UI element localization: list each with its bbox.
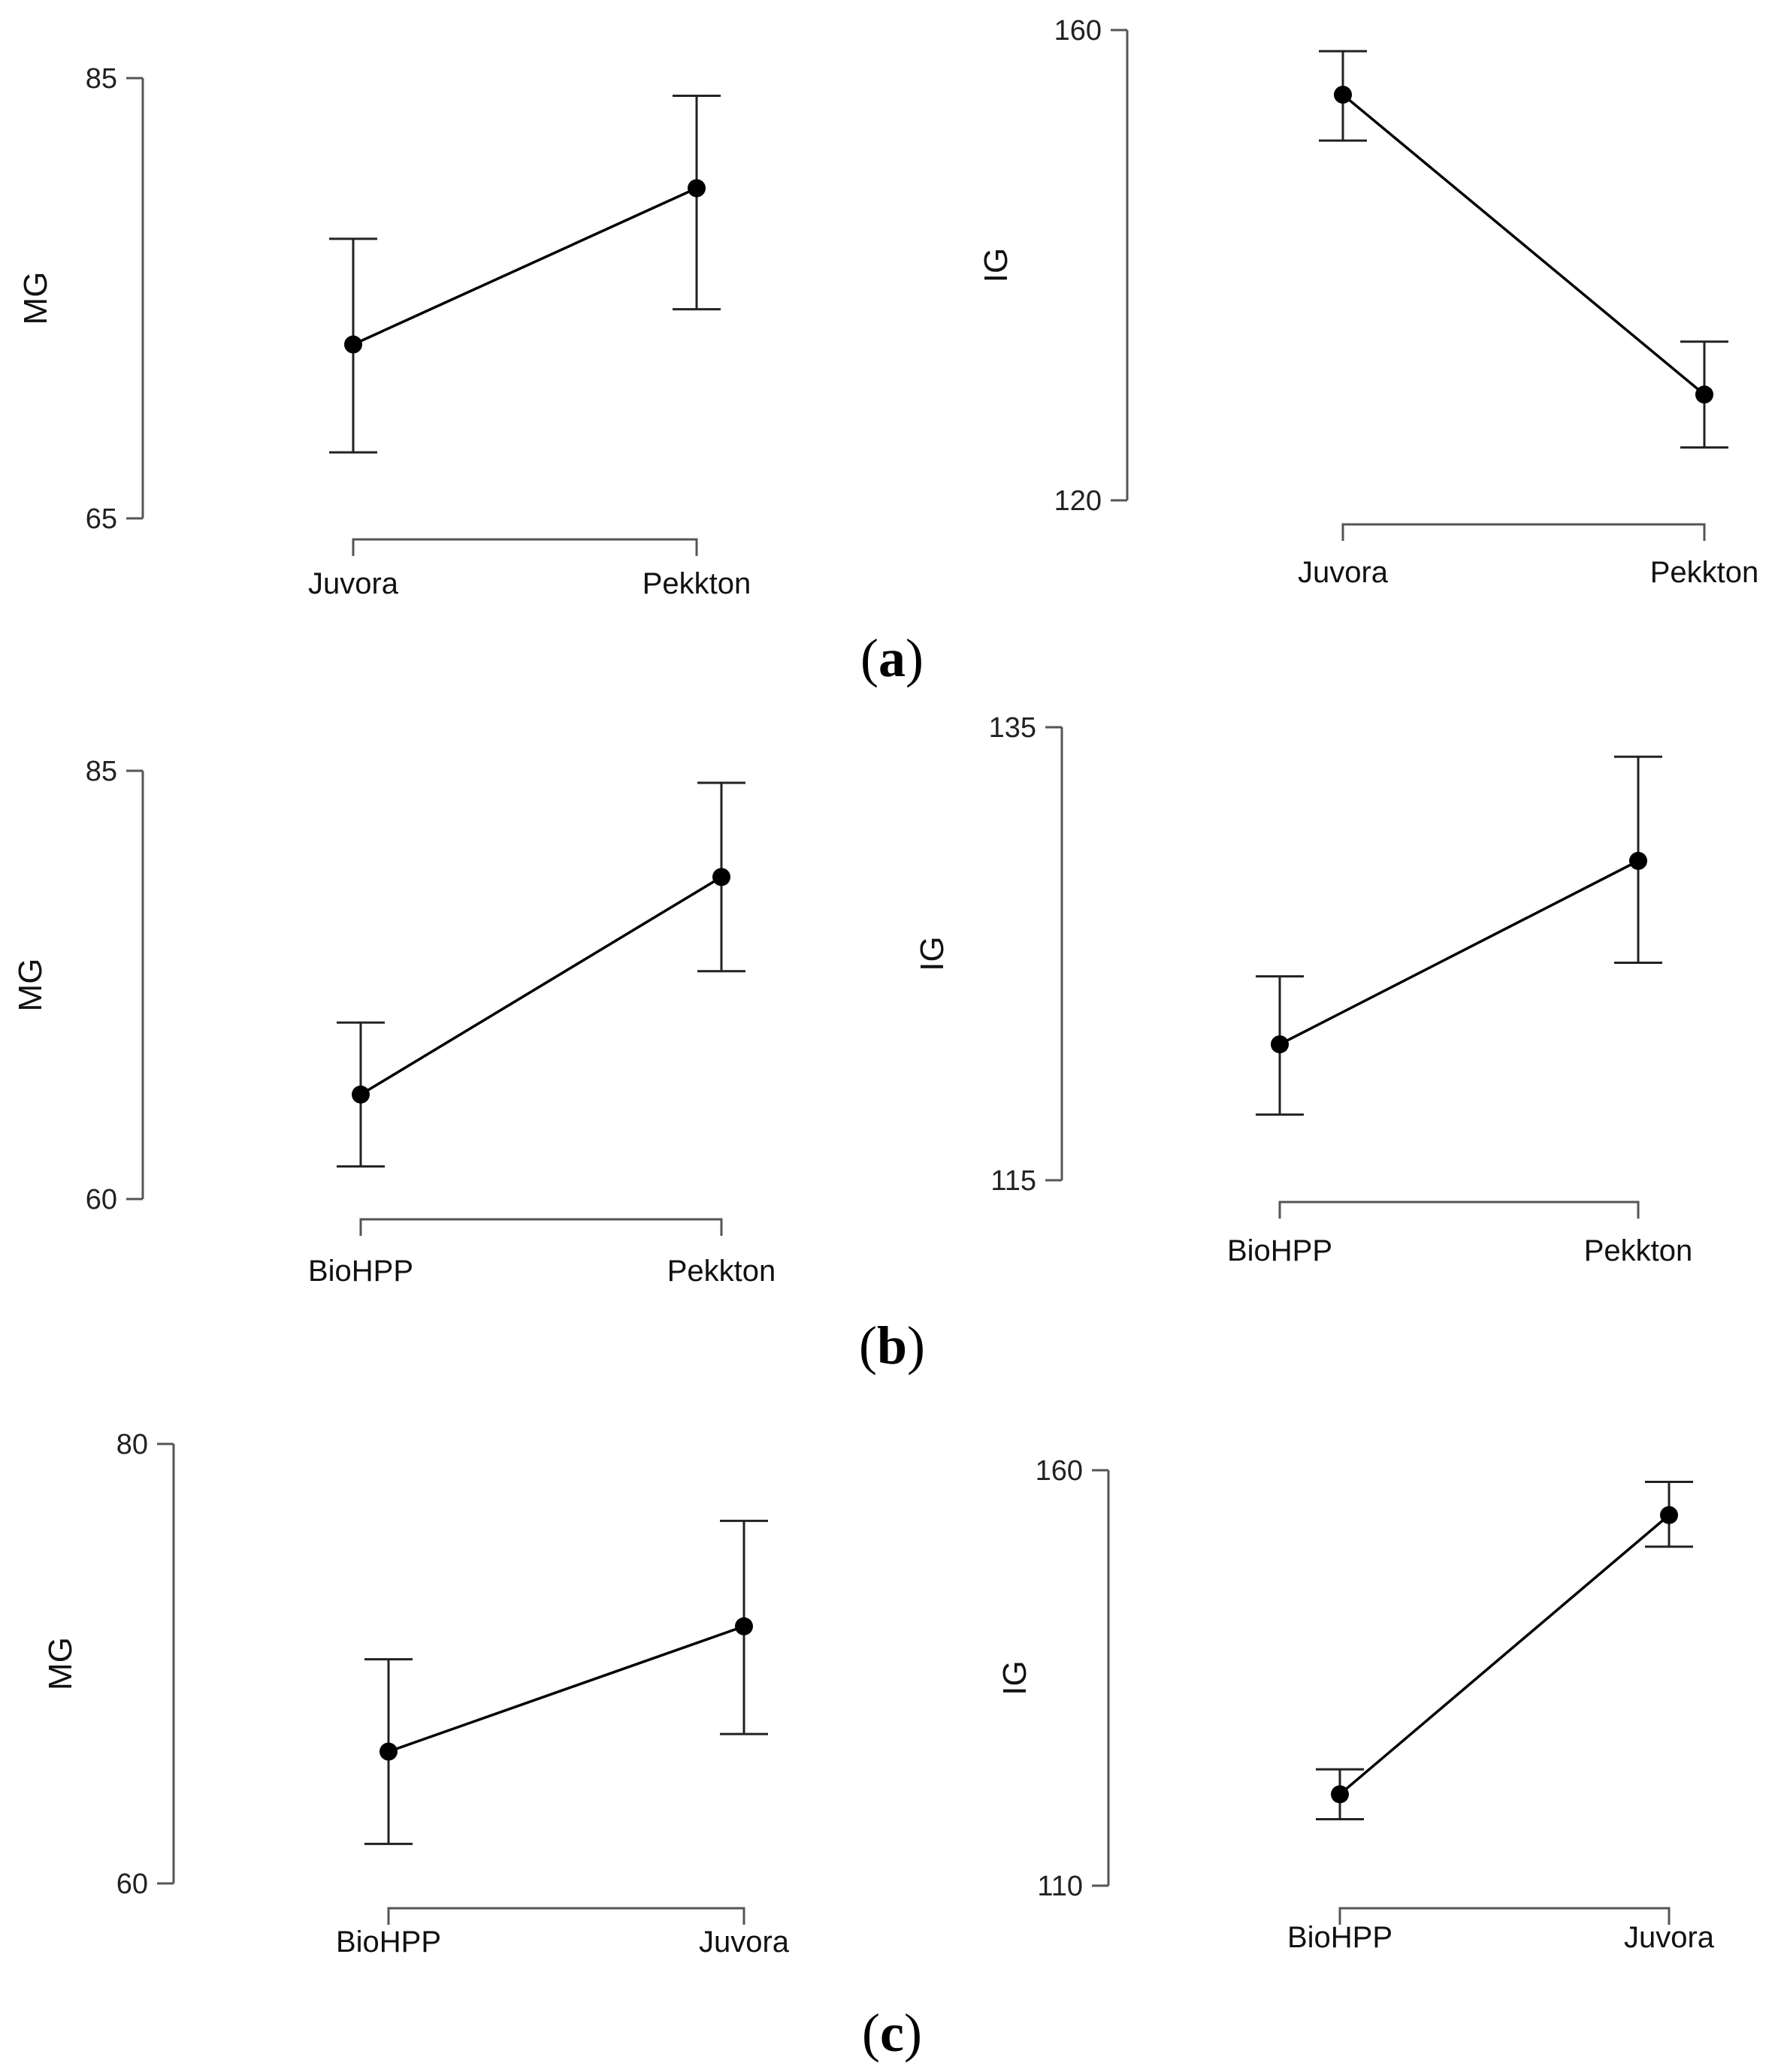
x-tick-label: Pekkton [667, 1255, 776, 1288]
y-axis-title: MG [12, 959, 49, 1012]
y-tick-label: 85 [86, 63, 117, 95]
series-line [388, 1625, 745, 1753]
y-axis-title: IG [978, 248, 1014, 282]
x-axis-bracket [359, 1218, 723, 1236]
x-tick-label: Juvora [699, 1926, 790, 1959]
series-line [352, 186, 697, 346]
y-tick-label: 110 [1037, 1871, 1083, 1902]
y-tick-label: 115 [990, 1165, 1036, 1197]
x-axis-bracket [1278, 1201, 1640, 1219]
data-point [1660, 1506, 1678, 1524]
y-tick-label: 65 [86, 503, 117, 535]
data-point [735, 1617, 753, 1636]
x-tick-label: Juvora [308, 567, 399, 600]
x-axis-bracket [1341, 523, 1706, 541]
data-point [352, 1085, 370, 1104]
data-point [1331, 1785, 1349, 1804]
chart-b-ig: 115 135 IG BioHPP Pekkton [914, 712, 1692, 1267]
y-axis-title: IG [914, 936, 951, 971]
y-tick-label: 160 [1054, 15, 1102, 47]
x-axis-bracket [352, 538, 698, 556]
y-axis-title: MG [17, 272, 54, 325]
chart-c-mg: 60 80 MG BioHPP Juvora [42, 1429, 790, 1959]
x-tick-label: Juvora [1624, 1921, 1715, 1954]
series-line [1338, 1514, 1671, 1796]
x-tick-label: BioHPP [308, 1255, 413, 1288]
y-tick-label: 135 [989, 712, 1036, 744]
x-tick-label: BioHPP [336, 1926, 441, 1959]
x-tick-label: Pekkton [1584, 1234, 1693, 1267]
data-point [1629, 851, 1647, 870]
chart-b-mg: 60 85 MG BioHPP Pekkton [12, 756, 776, 1288]
chart-a-ig: 120 160 IG Juvora Pekkton [978, 15, 1758, 589]
data-point [344, 335, 362, 354]
panel-label-c: (c) [862, 2003, 922, 2063]
y-axis-title: MG [42, 1637, 79, 1690]
chart-a-mg: 65 85 MG Juvora Pekkton [17, 63, 751, 600]
data-point [688, 179, 706, 198]
y-tick-label: 60 [116, 1868, 148, 1900]
data-point [712, 868, 730, 886]
y-tick-label: 60 [86, 1184, 117, 1216]
y-tick-label: 120 [1054, 485, 1102, 517]
panel-label-b: (b) [859, 1315, 925, 1376]
y-axis-title: IG [996, 1660, 1033, 1695]
series-line [1341, 93, 1706, 396]
data-point [1271, 1035, 1289, 1054]
chart-c-ig: 110 160 IG BioHPP Juvora [996, 1455, 1715, 1954]
x-tick-label: Pekkton [643, 567, 751, 600]
x-tick-label: BioHPP [1287, 1921, 1392, 1954]
x-tick-label: Juvora [1298, 556, 1389, 589]
x-axis-bracket [1338, 1907, 1671, 1925]
data-point [1334, 86, 1352, 104]
x-axis-bracket [387, 1907, 745, 1925]
y-tick-label: 85 [86, 756, 117, 787]
series-line [1279, 859, 1639, 1046]
panel-label-a: (a) [860, 628, 924, 688]
series-line [360, 875, 722, 1096]
charts-layer: 65 85 MG Juvora Pekkton 120 160 IG Juvora Pekkton… [12, 15, 1758, 1959]
data-point [379, 1742, 398, 1761]
y-tick-label: 160 [1036, 1455, 1083, 1487]
y-tick-label: 80 [116, 1429, 148, 1460]
data-point [1695, 385, 1713, 404]
x-tick-label: Pekkton [1650, 556, 1759, 589]
x-tick-label: BioHPP [1227, 1234, 1332, 1267]
